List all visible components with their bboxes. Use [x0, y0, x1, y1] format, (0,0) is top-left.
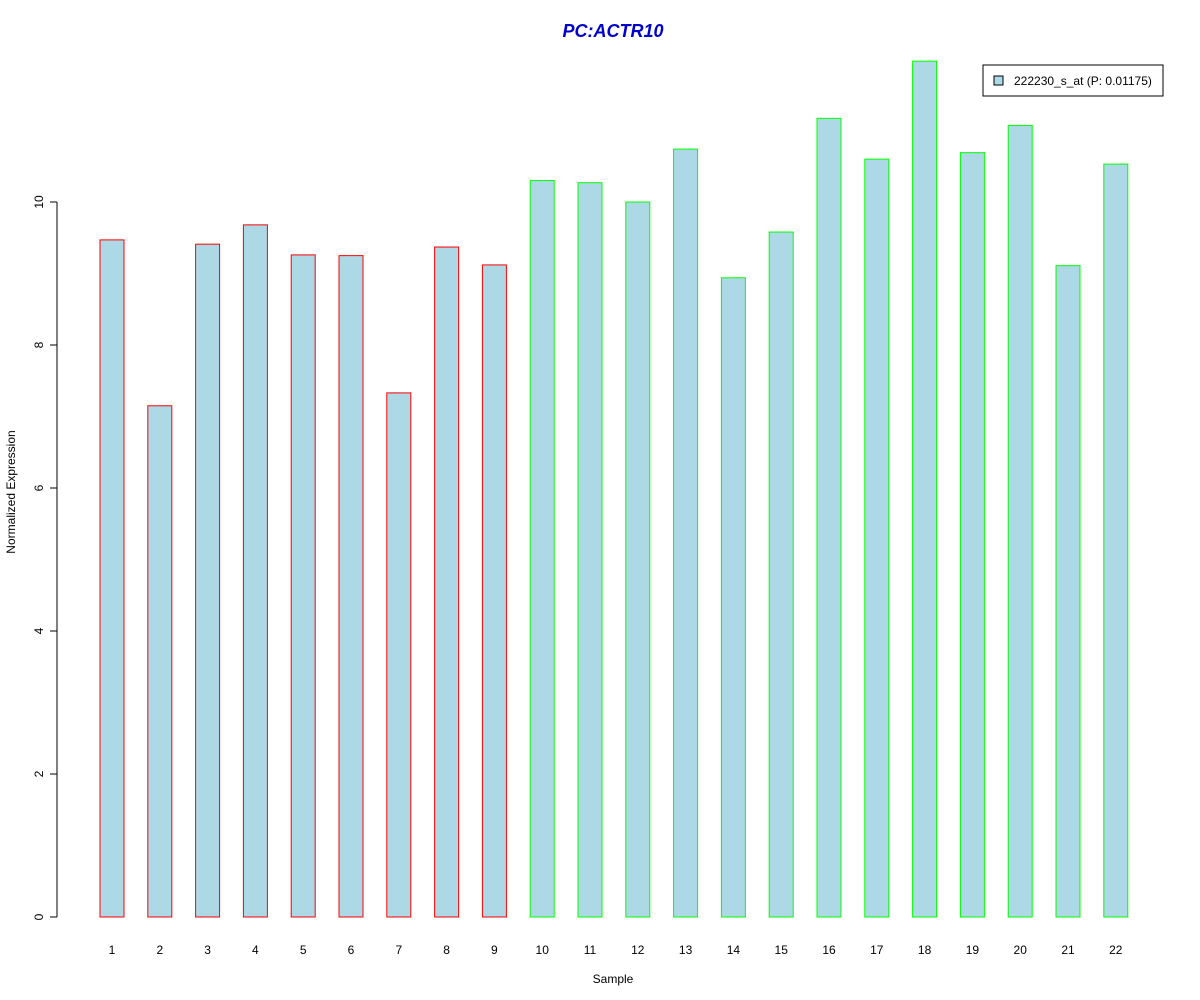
bar-sample-2: [147, 405, 173, 918]
x-tick-label: 12: [631, 943, 645, 957]
x-tick-label: 22: [1109, 943, 1123, 957]
legend: 222230_s_at (P: 0.01175): [982, 64, 1164, 97]
bar-sample-17: [864, 158, 890, 918]
bar-sample-6: [338, 255, 364, 918]
bar-sample-7: [386, 392, 412, 918]
y-tick-label: 10: [32, 195, 46, 209]
legend-box: [982, 64, 1164, 97]
x-tick-label: 4: [252, 943, 259, 957]
bar-sample-10: [529, 180, 555, 918]
x-tick-label: 7: [395, 943, 402, 957]
bar-sample-5: [290, 254, 316, 918]
bar-sample-22: [1103, 163, 1129, 918]
bar-sample-20: [1007, 124, 1033, 918]
bar-sample-19: [959, 152, 985, 918]
x-tick-label: 15: [775, 943, 789, 957]
x-tick-label: 17: [870, 943, 884, 957]
bar-sample-3: [195, 243, 221, 918]
x-tick-label: 10: [536, 943, 550, 957]
y-axis: 0 2 4 6 8 10: [32, 195, 58, 920]
x-tick-label: 13: [679, 943, 693, 957]
y-tick-label: 8: [32, 341, 46, 348]
x-tick-label: 3: [204, 943, 211, 957]
x-tick-label: 20: [1014, 943, 1028, 957]
bars-group: [99, 60, 1129, 918]
bar-sample-1: [99, 239, 125, 918]
y-tick-label: 2: [32, 770, 46, 777]
x-tick-label: 21: [1061, 943, 1075, 957]
x-tick-label: 18: [918, 943, 932, 957]
x-tick-label: 14: [727, 943, 741, 957]
x-tick-label: 6: [348, 943, 355, 957]
y-axis-label: Normalized Expression: [4, 430, 18, 553]
x-tick-labels: 1 2 3 4 5 6 7 8 9 10 11 12 13 14 15 16 17 18 19 20 21 22: [109, 943, 1123, 957]
bar-sample-21: [1055, 265, 1081, 918]
bar-sample-14: [720, 277, 746, 918]
y-tick-label: 4: [32, 627, 46, 634]
legend-swatch: [993, 75, 1004, 86]
x-tick-label: 19: [966, 943, 980, 957]
y-tick-label: 0: [32, 913, 46, 920]
x-tick-label: 9: [491, 943, 498, 957]
chart-title: PC:ACTR10: [562, 21, 663, 41]
y-tick-label: 6: [32, 484, 46, 491]
x-tick-label: 1: [109, 943, 116, 957]
x-axis-label: Sample: [593, 972, 634, 986]
bar-sample-15: [768, 231, 794, 918]
legend-label: 222230_s_at (P: 0.01175): [1014, 74, 1152, 88]
x-tick-label: 11: [584, 943, 597, 957]
bar-sample-18: [912, 60, 938, 918]
bar-sample-11: [577, 182, 603, 918]
x-tick-label: 16: [822, 943, 836, 957]
x-tick-label: 5: [300, 943, 307, 957]
bar-sample-9: [481, 264, 507, 918]
bar-sample-12: [625, 201, 651, 918]
x-tick-label: 2: [156, 943, 163, 957]
bar-sample-8: [434, 246, 460, 918]
bar-sample-13: [673, 148, 699, 918]
bar-sample-16: [816, 117, 842, 918]
bar-sample-4: [242, 224, 268, 918]
x-tick-label: 8: [443, 943, 450, 957]
